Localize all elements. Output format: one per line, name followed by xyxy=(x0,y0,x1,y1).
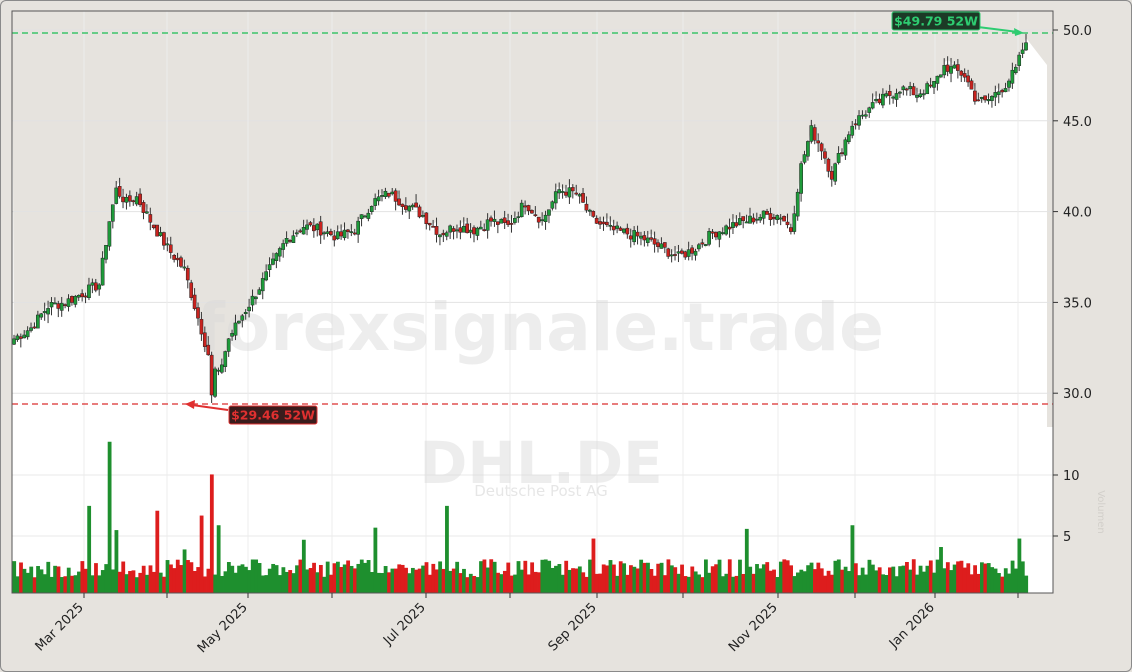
volume-axis: 5 10 xyxy=(1053,469,1080,545)
price-tick-label: 35.0 xyxy=(1063,296,1092,311)
price-tick-label: 50.0 xyxy=(1063,24,1092,39)
date-axis: Mar 2025 May 2025 Jul 2025 Sep 2025 Nov 2025… xyxy=(33,593,1019,656)
price-tick-label: 40.0 xyxy=(1063,206,1092,221)
date-tick-label: Jan 2026 xyxy=(886,600,938,652)
price-area-fill xyxy=(12,11,1053,427)
high-52w-label: $49.79 52W xyxy=(894,14,978,29)
watermark-ticker: DHL.DE xyxy=(419,429,662,497)
volume-axis-label: Volumen xyxy=(1095,490,1106,534)
date-tick-label: May 2025 xyxy=(195,600,251,656)
price-tick-label: 45.0 xyxy=(1063,115,1092,130)
low-52w-label: $29.46 52W xyxy=(231,408,315,423)
price-tick-label: 30.0 xyxy=(1063,387,1092,402)
date-tick-label: Mar 2025 xyxy=(33,600,87,654)
low-52w-annotation: $29.46 52W xyxy=(185,400,318,425)
volume-tick-label: 10 xyxy=(1063,469,1080,484)
volume-bars xyxy=(12,441,1029,593)
date-tick-label: Nov 2025 xyxy=(726,600,781,655)
high-52w-annotation: $49.79 52W xyxy=(891,11,1024,36)
date-tick-label: Sep 2025 xyxy=(546,600,600,654)
candles xyxy=(12,33,1028,404)
watermark-site: forexsignale.trade xyxy=(196,289,884,366)
price-axis: 30.0 35.0 40.0 45.0 50.0 xyxy=(1053,24,1092,402)
date-tick-label: Jul 2025 xyxy=(380,600,429,649)
watermark-company: Deutsche Post AG xyxy=(474,482,608,500)
volume-tick-label: 5 xyxy=(1063,530,1071,545)
